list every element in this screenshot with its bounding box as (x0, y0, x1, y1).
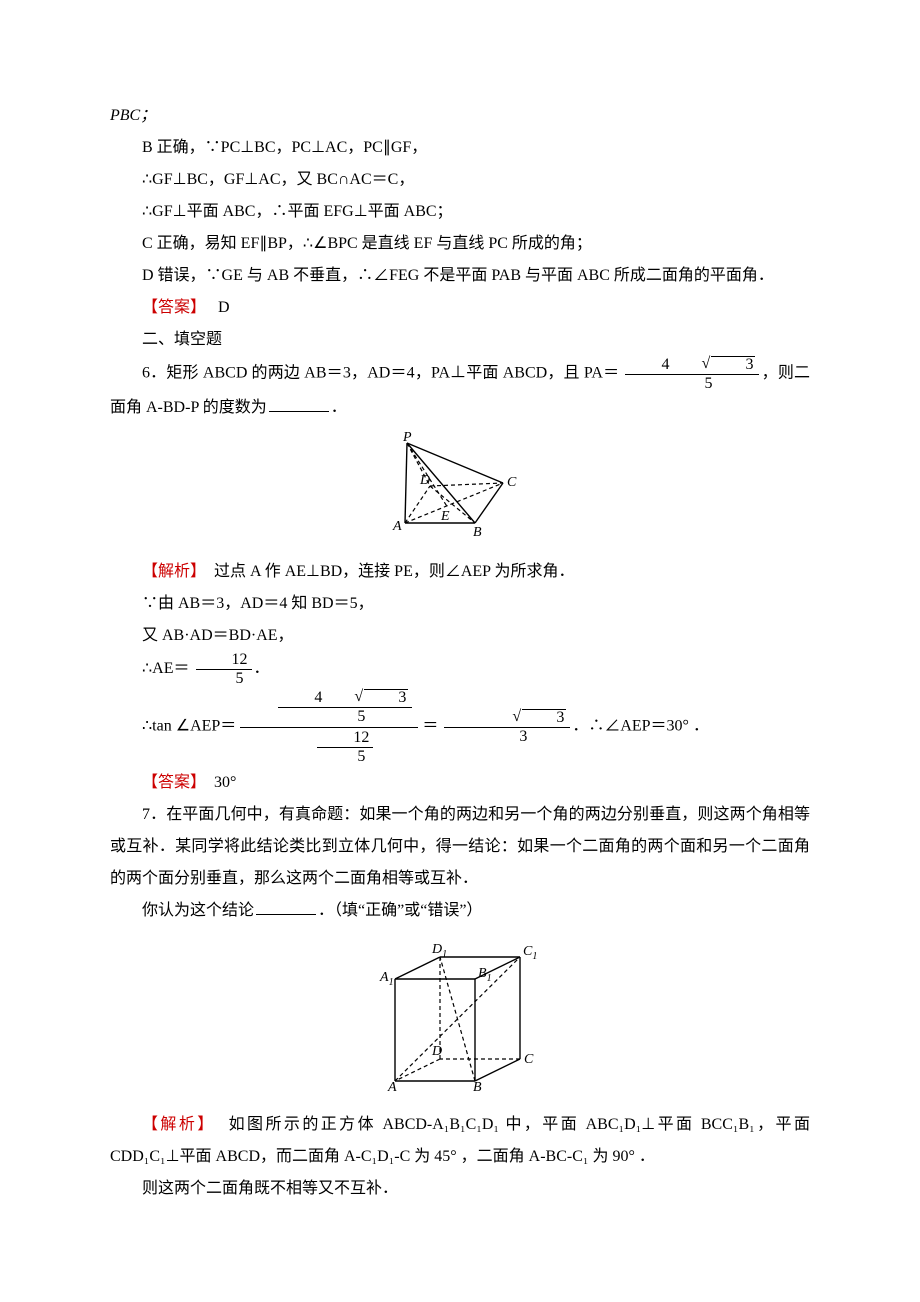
answer-line-top: 【答案】 D (110, 292, 810, 324)
opt-c: C 正确，易知 EF∥BP，∴∠BPC 是直线 EF 与直线 PC 所成的角； (110, 228, 810, 260)
q6-sol-l3: 又 AB·AD＝BD·AE， (110, 620, 810, 652)
q6-sol-tan: ∴tan ∠AEP＝ 435 125 ＝ 3 3 ．∴∠AEP＝30° ． (110, 687, 810, 767)
opt-b-l2: ∴GF⊥BC，GF⊥AC，又 BC∩AC＝C， (110, 164, 810, 196)
svg-text:A1: A1 (379, 970, 394, 988)
q6-sol-l4: ∴AE＝ 12 5 ． (110, 652, 810, 687)
q7-stem-l2: 你认为这个结论．（填“正确”或“错误”） (110, 895, 810, 927)
q6-tan-frac1: 435 125 (240, 687, 418, 767)
svg-text:B: B (473, 525, 482, 538)
q6-stem: 6．矩形 ABCD 的两边 AB＝3，AD＝4，PA⊥平面 ABCD，且 PA＝… (110, 356, 810, 424)
svg-text:A: A (392, 519, 402, 534)
opt-b-l3: ∴GF⊥平面 ABC，∴平面 EFG⊥平面 ABC； (110, 196, 810, 228)
svg-text:E: E (440, 509, 450, 524)
section-heading: 二、填空题 (110, 324, 810, 356)
svg-text:C: C (524, 1052, 534, 1067)
svg-text:C1: C1 (523, 944, 537, 962)
svg-text:A: A (387, 1080, 397, 1091)
opt-d: D 错误，∵GE 与 AB 不垂直，∴∠FEG 不是平面 PAB 与平面 ABC… (110, 260, 810, 292)
q6-sol-label: 【解析】 (142, 563, 206, 580)
q6-tan-frac2: 3 3 (444, 709, 570, 745)
answer-label: 【答案】 (142, 299, 206, 316)
q7-sol: 【解析】 如图所示的正方体 ABCD-A₁B₁C₁D₁ 中，平面 ABC₁D₁⊥… (110, 1109, 810, 1173)
svg-text:B1: B1 (478, 966, 492, 984)
q6-answer: 【答案】 30° (110, 767, 810, 799)
q7-figure: A B C D A1 B1 C1 D1 (110, 931, 810, 1103)
svg-text:D: D (431, 1044, 442, 1059)
svg-text:C: C (507, 475, 517, 490)
q7-stem-l1: 7．在平面几何中，有真命题：如果一个角的两边和另一个角的两边分别垂直，则这两个角… (110, 799, 810, 895)
q7-blank (256, 900, 316, 915)
q6-ae-frac: 12 5 (196, 652, 252, 687)
q6-figure: P A B C D E (110, 428, 810, 550)
svg-text:P: P (402, 430, 412, 445)
prev-tail: PBC； (110, 100, 810, 132)
svg-text:D: D (419, 473, 430, 488)
q6-frac-pa: 43 5 (625, 356, 759, 392)
q6-blank (269, 397, 329, 412)
answer-value: D (218, 299, 230, 316)
svg-text:B: B (473, 1080, 482, 1091)
q6-sol-l2: ∵由 AB＝3，AD＝4 知 BD＝5， (110, 588, 810, 620)
q7-sol-tail: 则这两个二面角既不相等又不互补． (110, 1173, 810, 1205)
q6-sol-l1: 【解析】 过点 A 作 AE⊥BD，连接 PE，则∠AEP 为所求角． (110, 556, 810, 588)
opt-b-l1: B 正确，∵PC⊥BC，PC⊥AC，PC∥GF， (110, 132, 810, 164)
